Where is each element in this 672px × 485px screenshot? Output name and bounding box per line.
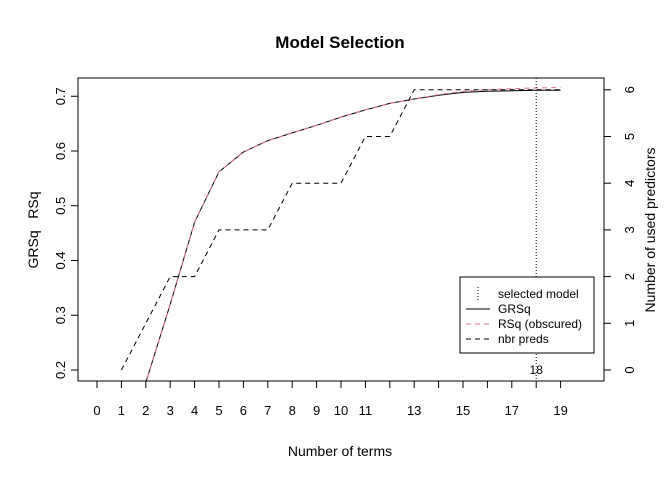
x-tick-label: 4 [191,403,198,418]
x-tick-label: 3 [167,403,174,418]
y-left-tick-label: 0.2 [53,361,68,379]
x-tick-label: 13 [407,403,421,418]
x-axis-title: Number of terms [288,443,392,459]
x-tick-label: 2 [142,403,149,418]
selected-model-label: 18 [530,363,544,377]
x-tick-label: 8 [289,403,296,418]
y-right-tick-label: 5 [622,133,637,140]
y-right-tick-label: 0 [622,366,637,373]
x-tick-label: 9 [313,403,320,418]
y-axis-right-title: Number of used predictors [642,148,658,313]
y-left-tick-label: 0.7 [53,87,68,105]
y-left-tick-label: 0.4 [53,251,68,269]
x-tick-label: 19 [553,403,567,418]
x-tick-label: 6 [240,403,247,418]
y-left-tick-label: 0.6 [53,142,68,160]
y-right-tick-label: 2 [622,273,637,280]
y-right-tick-label: 6 [622,86,637,93]
x-tick-label: 5 [215,403,222,418]
y-left-tick-label: 0.5 [53,197,68,215]
x-tick-label: 10 [334,403,348,418]
x-tick-label: 7 [264,403,271,418]
chart-title: Model Selection [275,33,404,52]
y-right-tick-label: 4 [622,180,637,187]
x-tick-label: 1 [118,403,125,418]
y-right-tick-label: 1 [622,320,637,327]
x-tick-label: 11 [359,403,373,418]
legend-label: RSq (obscured) [498,317,582,331]
y-left-tick-label: 0.3 [53,306,68,324]
legend-label: selected model [498,287,579,301]
x-tick-label: 0 [93,403,100,418]
legend-label: GRSq [498,302,531,316]
x-tick-label: 15 [456,403,470,418]
y-axis-left-title: GRSq RSq [25,191,41,268]
legend-label: nbr preds [498,332,549,346]
x-tick-label: 17 [505,403,519,418]
y-right-tick-label: 3 [622,226,637,233]
